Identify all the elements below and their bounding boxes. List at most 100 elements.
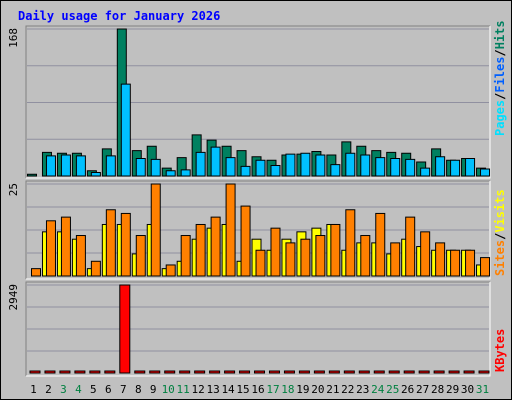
bar-files	[135, 158, 146, 177]
bar-kbytes	[254, 370, 266, 374]
panel-border-shadow	[25, 281, 490, 376]
x-tick-label: 19	[296, 383, 309, 396]
bar-kbytes	[224, 370, 236, 374]
panel-border-light	[26, 181, 491, 280]
panel-border-light	[26, 26, 491, 179]
x-tick-label: 20	[311, 383, 324, 396]
x-tick-label: 7	[120, 383, 127, 396]
bar-kbytes	[313, 370, 325, 374]
bar-files	[375, 157, 386, 177]
bar-kbytes	[74, 370, 86, 374]
chart-title: Daily usage for January 2026	[18, 9, 220, 23]
bar-kbytes	[388, 370, 400, 374]
bar-sites	[225, 183, 236, 277]
bar-kbytes	[418, 370, 430, 374]
bar-kbytes	[343, 370, 355, 374]
bar-sites	[420, 231, 431, 277]
bar-sites	[150, 183, 161, 277]
panel-kbytes: 2949	[7, 281, 491, 377]
bar-files	[120, 83, 131, 177]
x-tick-label: 26	[401, 383, 414, 396]
legend-hits: Hits	[493, 20, 507, 49]
legend-group-0: Pages/Files/Hits	[493, 20, 507, 136]
bar-sites	[285, 242, 296, 277]
bar-kbytes	[328, 370, 340, 374]
bar-kbytes	[463, 370, 475, 374]
bar-files	[330, 164, 341, 177]
bar-files	[180, 169, 191, 177]
legend-group-1: Sites/Visits	[493, 189, 507, 276]
x-tick-label: 15	[236, 383, 249, 396]
bar-sites	[90, 260, 101, 277]
legend-separator: /	[493, 93, 507, 100]
bar-kbytes	[239, 370, 251, 374]
panel-border-light	[26, 282, 491, 377]
bar-sites	[45, 220, 56, 277]
bar-sites	[450, 249, 461, 277]
bar-files	[405, 158, 416, 177]
x-tick-label: 29	[446, 383, 459, 396]
bar-kbytes	[283, 370, 295, 374]
x-tick-label: 8	[135, 383, 142, 396]
bar-kbytes	[209, 370, 221, 374]
bar-kbytes	[149, 370, 161, 374]
bar-files	[240, 165, 251, 177]
x-tick-label: 18	[281, 383, 294, 396]
bar-sites	[75, 235, 86, 277]
bar-sites	[480, 257, 491, 277]
bar-sites	[270, 227, 281, 277]
bar-kbytes	[164, 370, 176, 374]
bar-kbytes	[358, 370, 370, 374]
legend-pages: Pages	[493, 100, 507, 136]
bar-sites	[255, 249, 266, 277]
bar-files	[165, 170, 176, 177]
legend-sites: Sites	[493, 240, 507, 276]
x-tick-label: 14	[221, 383, 235, 396]
bar-kbytes	[179, 370, 191, 374]
bar-kbytes	[119, 284, 131, 374]
legend-group-2: KBytes	[493, 329, 507, 372]
bar-sites	[345, 209, 356, 277]
bar-kbytes	[478, 370, 490, 374]
x-tick-label: 16	[251, 383, 264, 396]
bar-kbytes	[104, 370, 116, 374]
x-tick-label: 10	[162, 383, 175, 396]
bar-sites	[390, 242, 401, 277]
bar-files	[195, 151, 206, 177]
y-max-label-hits-files-pages: 168	[7, 28, 20, 48]
x-tick-label: 13	[206, 383, 219, 396]
bar-kbytes	[29, 370, 41, 374]
y-max-label-kbytes: 2949	[7, 284, 20, 311]
bar-files	[75, 155, 86, 177]
bar-files	[270, 165, 281, 177]
x-tick-label: 11	[177, 383, 190, 396]
bar-files	[45, 155, 56, 177]
bar-sites	[300, 238, 311, 277]
x-tick-label: 25	[386, 383, 399, 396]
legend-files: Files	[493, 57, 507, 93]
panel-border-shadow	[25, 25, 490, 178]
panel-visits-sites: 25	[7, 180, 491, 280]
bar-sites	[240, 205, 251, 277]
chart-panels: 168 25 2949	[7, 25, 491, 377]
x-tick-label: 23	[356, 383, 369, 396]
bar-files	[210, 146, 221, 177]
bar-files	[150, 158, 161, 177]
x-tick-label: 22	[341, 383, 354, 396]
legend-visits: Visits	[493, 189, 507, 232]
bar-files	[420, 167, 431, 177]
bar-sites	[165, 264, 176, 277]
bar-kbytes	[448, 370, 460, 374]
x-tick-label: 5	[90, 383, 97, 396]
bar-sites	[465, 249, 476, 277]
bar-files	[60, 154, 71, 177]
bar-files	[105, 155, 116, 177]
x-tick-label: 4	[75, 383, 82, 396]
bar-sites	[180, 235, 191, 277]
x-tick-label: 2	[45, 383, 52, 396]
bar-kbytes	[59, 370, 71, 374]
bar-sites	[315, 235, 326, 277]
bar-files	[480, 168, 491, 177]
x-tick-label: 28	[431, 383, 444, 396]
